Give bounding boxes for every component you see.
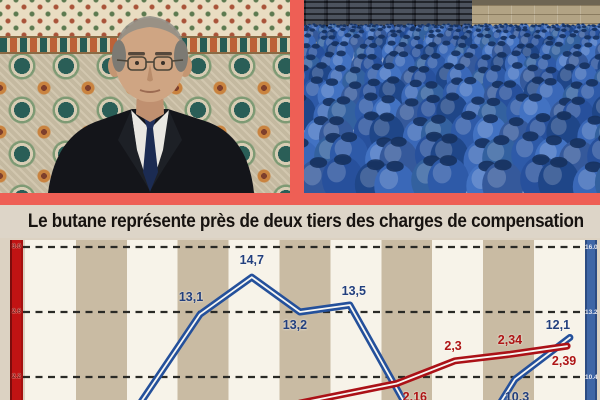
value-label: 13,1 [178, 290, 204, 305]
value-label: 2,16 [402, 390, 427, 400]
left-axis-tick-label: 2.2 [11, 373, 22, 380]
right-axis-tick-label: 10.4 [585, 374, 598, 381]
value-label: 14,7 [239, 253, 264, 268]
nose [147, 64, 153, 82]
right-axis-tick-label: 13.2 [585, 309, 598, 316]
tie [143, 128, 158, 192]
serie_rouge-line [310, 345, 568, 400]
chart-lines [23, 245, 586, 400]
headline-band: Le butane représente près de deux tiers … [0, 205, 600, 238]
eyebrow-right [155, 52, 172, 56]
gas-cylinder [572, 161, 600, 193]
value-label: 2,39 [551, 354, 577, 369]
man-in-suit-illustration [48, 16, 254, 193]
left-axis-tick-label: 2.6 [11, 308, 22, 315]
chart-stripes [25, 240, 585, 400]
glasses-icon [116, 56, 184, 71]
value-label: 12,1 [545, 318, 571, 333]
gas-cylinder [538, 156, 580, 193]
eyebrow-left [128, 52, 145, 56]
gas-cylinders-illustration [304, 23, 600, 193]
eye-left [135, 61, 139, 65]
value-label: 13,2 [282, 318, 308, 332]
hair [115, 16, 185, 52]
lapel-right [150, 110, 182, 191]
hair-side-left [112, 40, 126, 72]
headline: Le butane représente près de deux tiers … [27, 210, 584, 232]
portrait-photo [0, 0, 290, 193]
hair-side-right [174, 40, 188, 72]
serie_bleue-line [141, 276, 571, 400]
value-label: 2,3 [444, 339, 462, 354]
left-axis-tick-label: 3.0 [11, 243, 22, 250]
right-axis-bar [585, 240, 597, 400]
lapel-left [118, 110, 150, 191]
left-axis-bar [10, 240, 23, 400]
compensation-chart: 3.0 2.6 2.2 16.0 13.2 10.4 13,1 14,7 13,2 13,5 10,… [0, 238, 600, 400]
gas-cylinder [427, 155, 470, 193]
value-label: 13,5 [341, 284, 366, 299]
eye-right [161, 61, 165, 65]
gas-cylinder [482, 159, 524, 193]
value-label: 2,34 [497, 332, 523, 347]
gas-cylinder [374, 160, 416, 193]
head [115, 18, 185, 102]
gas-cylinder [594, 167, 600, 193]
tie-knot [144, 118, 156, 128]
accent-strip [0, 193, 600, 205]
photo-divider [290, 0, 304, 193]
right-axis-tick-label: 16.0 [585, 244, 598, 251]
mouth [139, 89, 161, 93]
butane-cylinders-photo [304, 0, 600, 193]
value-label: 10,3 [504, 390, 530, 400]
gas-cylinder [321, 154, 364, 193]
